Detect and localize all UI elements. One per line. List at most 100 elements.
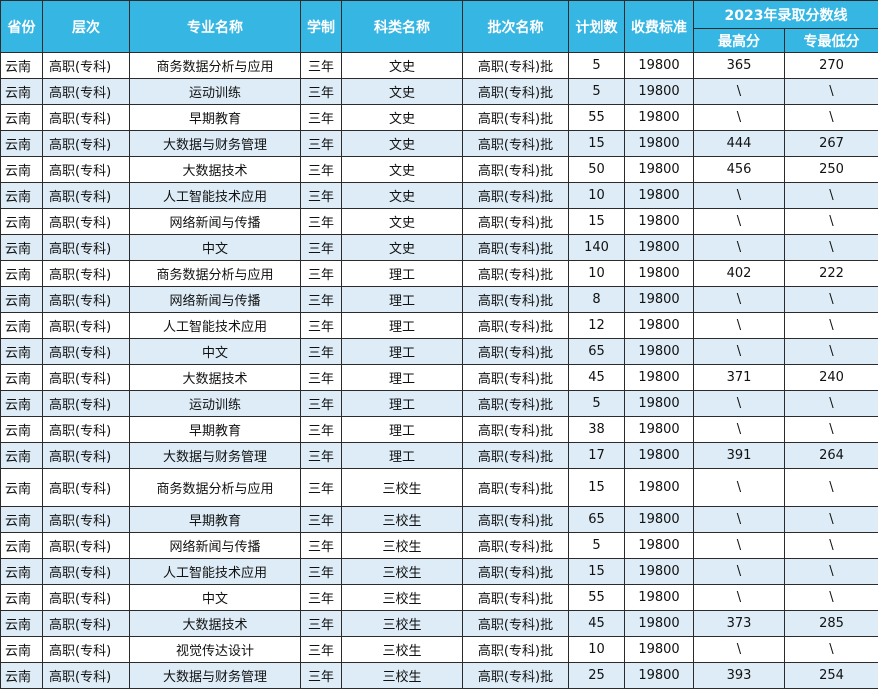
cell-max-score: 402 xyxy=(694,261,785,287)
cell-min-score: 270 xyxy=(785,53,878,79)
cell-fee: 19800 xyxy=(625,443,694,469)
cell-province: 云南 xyxy=(1,157,43,183)
cell-duration: 三年 xyxy=(301,559,342,585)
cell-duration: 三年 xyxy=(301,663,342,689)
cell-max-score: \ xyxy=(694,585,785,611)
cell-max-score: 371 xyxy=(694,365,785,391)
cell-duration: 三年 xyxy=(301,157,342,183)
cell-fee: 19800 xyxy=(625,533,694,559)
cell-max-score: \ xyxy=(694,287,785,313)
cell-plan: 45 xyxy=(569,611,625,637)
cell-level: 高职(专科) xyxy=(43,365,130,391)
cell-fee: 19800 xyxy=(625,611,694,637)
cell-batch: 高职(专科)批 xyxy=(463,53,569,79)
cell-duration: 三年 xyxy=(301,235,342,261)
cell-plan: 65 xyxy=(569,507,625,533)
cell-plan: 5 xyxy=(569,79,625,105)
cell-max-score: \ xyxy=(694,469,785,507)
cell-major: 大数据与财务管理 xyxy=(130,131,301,157)
cell-level: 高职(专科) xyxy=(43,507,130,533)
cell-major: 大数据与财务管理 xyxy=(130,663,301,689)
cell-category: 文史 xyxy=(342,53,463,79)
cell-level: 高职(专科) xyxy=(43,637,130,663)
header-category: 科类名称 xyxy=(342,1,463,53)
cell-major: 大数据与财务管理 xyxy=(130,443,301,469)
cell-fee: 19800 xyxy=(625,261,694,287)
cell-province: 云南 xyxy=(1,417,43,443)
cell-batch: 高职(专科)批 xyxy=(463,287,569,313)
cell-major: 中文 xyxy=(130,585,301,611)
cell-plan: 10 xyxy=(569,183,625,209)
cell-major: 大数据技术 xyxy=(130,365,301,391)
cell-category: 三校生 xyxy=(342,663,463,689)
cell-batch: 高职(专科)批 xyxy=(463,391,569,417)
cell-province: 云南 xyxy=(1,339,43,365)
cell-major: 中文 xyxy=(130,339,301,365)
cell-min-score: \ xyxy=(785,585,878,611)
cell-max-score: 391 xyxy=(694,443,785,469)
cell-fee: 19800 xyxy=(625,391,694,417)
cell-duration: 三年 xyxy=(301,417,342,443)
cell-max-score: \ xyxy=(694,313,785,339)
cell-province: 云南 xyxy=(1,261,43,287)
cell-province: 云南 xyxy=(1,443,43,469)
cell-category: 文史 xyxy=(342,183,463,209)
cell-max-score: \ xyxy=(694,339,785,365)
cell-batch: 高职(专科)批 xyxy=(463,611,569,637)
cell-batch: 高职(专科)批 xyxy=(463,105,569,131)
cell-major: 商务数据分析与应用 xyxy=(130,261,301,287)
cell-batch: 高职(专科)批 xyxy=(463,157,569,183)
cell-min-score: 254 xyxy=(785,663,878,689)
cell-fee: 19800 xyxy=(625,559,694,585)
cell-batch: 高职(专科)批 xyxy=(463,507,569,533)
cell-level: 高职(专科) xyxy=(43,533,130,559)
cell-level: 高职(专科) xyxy=(43,157,130,183)
cell-duration: 三年 xyxy=(301,261,342,287)
cell-fee: 19800 xyxy=(625,53,694,79)
cell-major: 中文 xyxy=(130,235,301,261)
cell-plan: 50 xyxy=(569,157,625,183)
cell-duration: 三年 xyxy=(301,105,342,131)
cell-plan: 12 xyxy=(569,313,625,339)
cell-fee: 19800 xyxy=(625,417,694,443)
cell-batch: 高职(专科)批 xyxy=(463,313,569,339)
cell-major: 网络新闻与传播 xyxy=(130,533,301,559)
cell-duration: 三年 xyxy=(301,469,342,507)
cell-province: 云南 xyxy=(1,611,43,637)
cell-category: 理工 xyxy=(342,287,463,313)
cell-plan: 5 xyxy=(569,391,625,417)
cell-batch: 高职(专科)批 xyxy=(463,79,569,105)
cell-plan: 10 xyxy=(569,637,625,663)
cell-category: 理工 xyxy=(342,417,463,443)
cell-min-score: 222 xyxy=(785,261,878,287)
cell-level: 高职(专科) xyxy=(43,417,130,443)
cell-fee: 19800 xyxy=(625,131,694,157)
cell-plan: 140 xyxy=(569,235,625,261)
cell-category: 理工 xyxy=(342,261,463,287)
cell-province: 云南 xyxy=(1,209,43,235)
cell-fee: 19800 xyxy=(625,365,694,391)
cell-min-score: 267 xyxy=(785,131,878,157)
cell-min-score: \ xyxy=(785,287,878,313)
cell-plan: 15 xyxy=(569,559,625,585)
cell-min-score: \ xyxy=(785,79,878,105)
cell-min-score: \ xyxy=(785,507,878,533)
cell-duration: 三年 xyxy=(301,611,342,637)
cell-fee: 19800 xyxy=(625,79,694,105)
cell-category: 三校生 xyxy=(342,533,463,559)
cell-plan: 5 xyxy=(569,533,625,559)
cell-category: 理工 xyxy=(342,365,463,391)
cell-duration: 三年 xyxy=(301,339,342,365)
cell-category: 文史 xyxy=(342,105,463,131)
cell-min-score: 285 xyxy=(785,611,878,637)
